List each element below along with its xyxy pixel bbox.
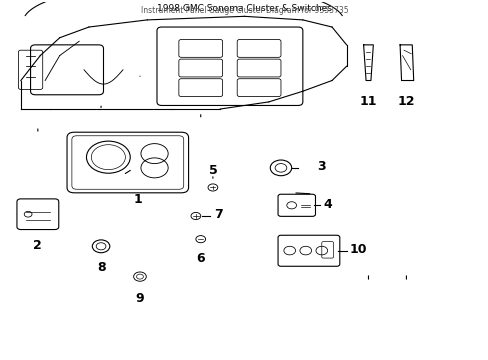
Text: 5: 5 xyxy=(208,164,217,177)
Text: 7: 7 xyxy=(213,208,222,221)
Text: 9: 9 xyxy=(135,292,144,305)
Text: 6: 6 xyxy=(196,252,204,265)
Text: 12: 12 xyxy=(397,95,414,108)
Text: 8: 8 xyxy=(97,261,105,274)
Text: 4: 4 xyxy=(323,198,332,211)
Text: 2: 2 xyxy=(33,239,42,252)
Text: 3: 3 xyxy=(317,160,325,173)
Text: 11: 11 xyxy=(359,95,376,108)
Text: 10: 10 xyxy=(349,243,367,256)
Text: 1: 1 xyxy=(133,193,142,206)
Text: 1998 GMC Sonoma Cluster & Switches: 1998 GMC Sonoma Cluster & Switches xyxy=(157,4,331,13)
Text: Instrument Panel Gauge Cluster Diagram for 9353735: Instrument Panel Gauge Cluster Diagram f… xyxy=(141,6,347,15)
